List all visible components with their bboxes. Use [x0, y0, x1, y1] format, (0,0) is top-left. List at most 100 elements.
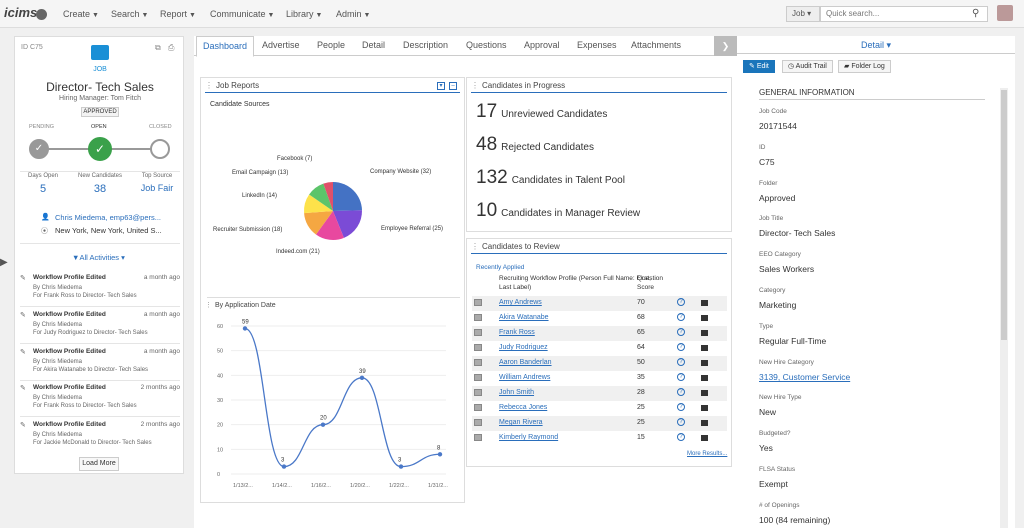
data-point[interactable] — [359, 375, 365, 380]
pie-slice[interactable] — [333, 210, 362, 238]
data-point[interactable] — [320, 422, 326, 427]
candidate-name-link[interactable]: Frank Ross — [499, 329, 535, 336]
dashboard-icon[interactable] — [701, 330, 708, 336]
help-icon[interactable]: ? — [677, 298, 685, 306]
tab-advertise[interactable]: Advertise — [262, 40, 300, 50]
tabs-next-icon[interactable]: ❯ — [714, 36, 737, 56]
tab-expenses[interactable]: Expenses — [577, 40, 617, 50]
profile-card-icon[interactable] — [474, 344, 482, 351]
candidate-name-link[interactable]: Rebecca Jones — [499, 404, 548, 411]
review-row[interactable]: John Smith 28? — [472, 386, 727, 401]
review-row[interactable]: William Andrews 35? — [472, 371, 727, 386]
tab-description[interactable]: Description — [403, 40, 449, 50]
collapse-icon[interactable]: ▾ — [437, 82, 445, 90]
folder-log-button[interactable]: ▰ Folder Log — [838, 60, 891, 73]
stat-value[interactable]: 5 — [39, 183, 47, 195]
minimize-icon[interactable]: – — [449, 82, 457, 90]
activity-item[interactable]: ✎ Workflow Profile Edited a month ago By Ch… — [20, 348, 180, 381]
help-icon[interactable]: ? — [677, 328, 685, 336]
tab-questions[interactable]: Questions — [466, 40, 507, 50]
review-row[interactable]: Megan Rivera 25? — [472, 416, 727, 431]
pie-slice[interactable] — [304, 211, 333, 235]
review-row[interactable]: Judy Rodriguez 64? — [472, 341, 727, 356]
drag-handle-icon[interactable]: ⋮ — [205, 81, 213, 90]
nav-create[interactable]: Create ▼ — [63, 9, 99, 19]
drag-handle-icon[interactable]: ⋮ — [471, 81, 479, 90]
profile-card-icon[interactable] — [474, 329, 482, 336]
help-icon[interactable]: ? — [677, 343, 685, 351]
tab-attachments[interactable]: Attachments — [631, 40, 682, 50]
nav-search[interactable]: Search ▼ — [111, 9, 149, 19]
manager-review-count[interactable]: 10 Candidates in Manager Review — [476, 200, 641, 221]
tab-dashboard[interactable]: Dashboard — [196, 36, 255, 57]
data-point[interactable] — [398, 464, 404, 469]
nav-communicate[interactable]: Communicate ▼ — [210, 9, 275, 19]
dashboard-icon[interactable] — [701, 435, 708, 441]
nav-library[interactable]: Library ▼ — [286, 9, 323, 19]
profile-card-icon[interactable] — [474, 299, 482, 306]
pie-slice[interactable] — [323, 182, 333, 211]
stat-value[interactable]: Job Fair — [140, 183, 174, 193]
dashboard-icon[interactable] — [701, 375, 708, 381]
all-activities-filter[interactable]: ▼All Activities ▾ — [72, 253, 125, 262]
help-icon[interactable]: ? — [677, 388, 685, 396]
tab-people[interactable]: People — [317, 40, 346, 50]
edit-button[interactable]: ✎ Edit — [743, 60, 775, 73]
dashboard-icon[interactable] — [701, 405, 708, 411]
profile-card-icon[interactable] — [474, 404, 482, 411]
search-icon[interactable]: ⚲ — [972, 8, 980, 19]
icims-logo[interactable]: icims — [4, 5, 38, 20]
load-more-button[interactable]: Load More — [79, 457, 119, 471]
profile-card-icon[interactable] — [474, 434, 482, 441]
dashboard-icon[interactable] — [701, 390, 708, 396]
profile-card-icon[interactable] — [474, 419, 482, 426]
rejected-count[interactable]: 48 Rejected Candidates — [476, 134, 594, 155]
nav-admin[interactable]: Admin ▼ — [336, 9, 371, 19]
globe-icon[interactable] — [36, 9, 47, 20]
quick-search-input[interactable]: Quick search... — [820, 6, 988, 22]
candidate-name-link[interactable]: Megan Rivera — [499, 419, 543, 426]
candidate-name-link[interactable]: Kimberly Raymond — [499, 434, 559, 441]
col-score-header[interactable]: Question Score — [637, 275, 664, 291]
review-row[interactable]: Kimberly Raymond 15? — [472, 431, 727, 446]
help-icon[interactable]: ? — [677, 403, 685, 411]
stat-value[interactable]: 38 — [93, 183, 107, 195]
print-icon[interactable]: ⎙ — [168, 43, 175, 52]
pie-slice[interactable] — [333, 182, 362, 211]
audit-trail-button[interactable]: ◷ Audit Trail — [782, 60, 833, 73]
scroll-thumb[interactable] — [1001, 90, 1007, 340]
help-icon[interactable]: ? — [677, 418, 685, 426]
pie-slice[interactable] — [315, 211, 344, 240]
help-icon[interactable]: ? — [677, 313, 685, 321]
talent-pool-count[interactable]: 132 Candidates in Talent Pool — [476, 167, 625, 188]
activity-item[interactable]: ✎ Workflow Profile Edited a month ago By Ch… — [20, 274, 180, 307]
review-row[interactable]: Akira Watanabe 68? — [472, 311, 727, 326]
review-row[interactable]: Frank Ross 65? — [472, 326, 727, 341]
dashboard-icon[interactable] — [701, 360, 708, 366]
dashboard-icon[interactable] — [701, 420, 708, 426]
candidate-name-link[interactable]: Amy Andrews — [499, 299, 542, 306]
drag-handle-icon[interactable]: ⋮ — [205, 302, 212, 309]
data-point[interactable] — [242, 326, 248, 331]
dashboard-icon[interactable] — [701, 345, 708, 351]
more-results-link[interactable]: More Results... — [687, 451, 728, 457]
avatar[interactable] — [997, 5, 1013, 21]
profile-card-icon[interactable] — [474, 389, 482, 396]
help-icon[interactable]: ? — [677, 433, 685, 441]
review-row[interactable]: Aaron Banderlan 50? — [472, 356, 727, 371]
pie-slice[interactable] — [304, 194, 333, 214]
unreviewed-count[interactable]: 17 Unreviewed Candidates — [476, 101, 608, 122]
profile-card-icon[interactable] — [474, 374, 482, 381]
profile-card-icon[interactable] — [474, 314, 482, 321]
search-type-select[interactable]: Job ▾ — [786, 6, 820, 22]
activity-item[interactable]: ✎ Workflow Profile Edited 2 months ago By C… — [20, 421, 180, 446]
detail-scrollbar[interactable] — [1000, 88, 1008, 528]
candidate-name-link[interactable]: Aaron Banderlan — [499, 359, 552, 366]
review-row[interactable]: Amy Andrews 70? — [472, 296, 727, 311]
candidate-name-link[interactable]: John Smith — [499, 389, 535, 396]
pie-slice[interactable] — [309, 183, 333, 211]
review-row[interactable]: Rebecca Jones 25? — [472, 401, 727, 416]
field-value[interactable]: 3139, Customer Service — [759, 371, 851, 382]
contact-link[interactable]: Chris Miedema, emp63@pers... — [55, 213, 161, 222]
data-point[interactable] — [437, 452, 443, 457]
